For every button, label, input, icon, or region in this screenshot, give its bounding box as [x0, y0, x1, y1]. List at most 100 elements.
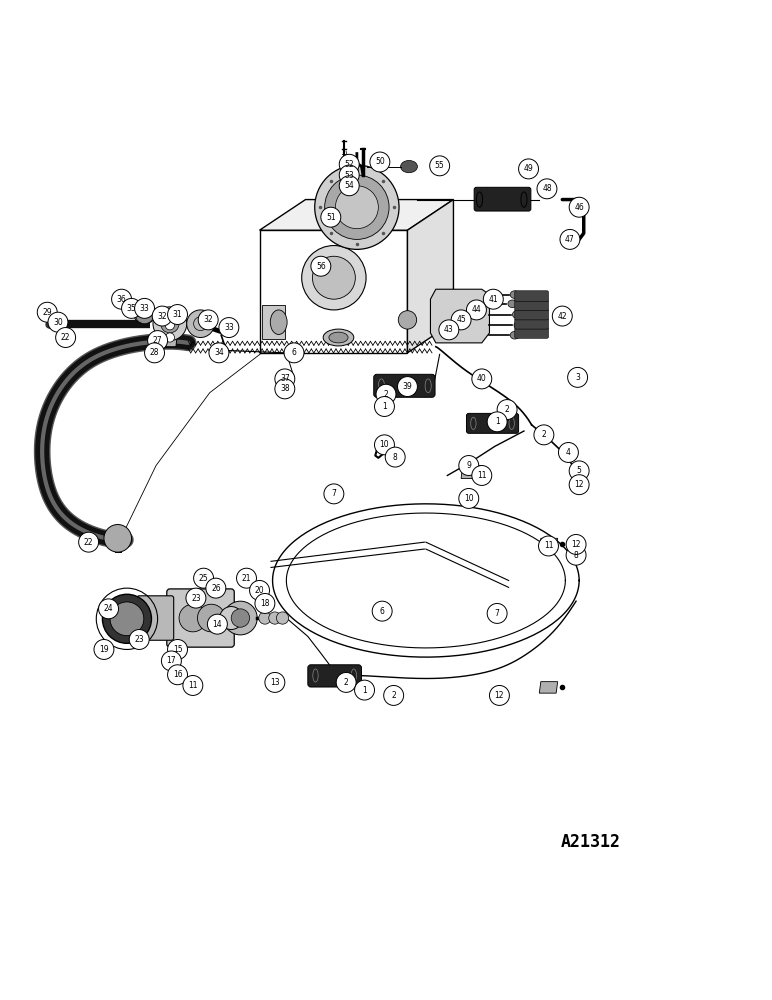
Circle shape — [552, 306, 572, 326]
Circle shape — [144, 343, 164, 363]
Text: 8: 8 — [574, 551, 578, 560]
Circle shape — [224, 601, 257, 635]
Circle shape — [168, 665, 188, 685]
Text: 8: 8 — [393, 453, 398, 462]
Circle shape — [284, 343, 304, 363]
Text: 10: 10 — [380, 440, 389, 449]
Circle shape — [265, 672, 285, 692]
Ellipse shape — [510, 331, 520, 339]
Text: 37: 37 — [280, 374, 290, 383]
Circle shape — [560, 229, 580, 249]
Circle shape — [275, 369, 295, 389]
Text: 31: 31 — [173, 310, 182, 319]
Ellipse shape — [134, 305, 155, 324]
Text: 35: 35 — [127, 304, 137, 313]
Circle shape — [483, 289, 503, 309]
Circle shape — [121, 298, 141, 318]
Circle shape — [134, 298, 154, 318]
Circle shape — [37, 302, 57, 322]
Text: 30: 30 — [53, 318, 63, 327]
Text: 45: 45 — [456, 315, 466, 324]
Circle shape — [208, 614, 227, 634]
Circle shape — [99, 599, 119, 619]
Text: 1: 1 — [495, 417, 499, 426]
Circle shape — [311, 256, 331, 276]
Ellipse shape — [514, 321, 523, 329]
Text: 28: 28 — [150, 348, 159, 357]
FancyBboxPatch shape — [515, 318, 548, 329]
Text: 23: 23 — [191, 594, 201, 603]
Text: 2: 2 — [541, 430, 547, 439]
Circle shape — [219, 318, 239, 338]
Ellipse shape — [270, 310, 287, 334]
Text: 21: 21 — [242, 574, 251, 583]
Text: 10: 10 — [464, 494, 473, 503]
Text: 12: 12 — [574, 480, 584, 489]
FancyBboxPatch shape — [308, 665, 361, 687]
Text: 11: 11 — [188, 681, 198, 690]
Ellipse shape — [401, 160, 418, 173]
Text: 40: 40 — [477, 374, 486, 383]
Text: 19: 19 — [99, 645, 109, 654]
Ellipse shape — [510, 291, 520, 298]
Text: 5: 5 — [577, 466, 581, 475]
Circle shape — [537, 179, 557, 199]
FancyBboxPatch shape — [515, 309, 548, 320]
Circle shape — [135, 305, 154, 324]
Circle shape — [430, 156, 449, 176]
Text: 17: 17 — [167, 656, 176, 665]
Text: 2: 2 — [505, 405, 510, 414]
Circle shape — [569, 475, 589, 495]
Text: 16: 16 — [173, 670, 182, 679]
Circle shape — [354, 680, 374, 700]
Circle shape — [534, 425, 554, 445]
Text: 55: 55 — [435, 161, 445, 170]
Text: 27: 27 — [153, 336, 162, 345]
Circle shape — [398, 377, 418, 397]
Circle shape — [147, 331, 168, 351]
Text: 50: 50 — [375, 157, 384, 166]
Text: 2: 2 — [384, 390, 388, 399]
Text: 20: 20 — [255, 586, 264, 595]
Text: 9: 9 — [466, 461, 471, 470]
Text: 43: 43 — [444, 325, 454, 334]
Ellipse shape — [323, 329, 354, 346]
Circle shape — [79, 532, 99, 552]
Text: 2: 2 — [391, 691, 396, 700]
Text: 13: 13 — [270, 678, 279, 687]
Circle shape — [487, 603, 507, 623]
Circle shape — [168, 305, 188, 324]
Circle shape — [489, 685, 510, 705]
Polygon shape — [540, 682, 557, 693]
FancyBboxPatch shape — [167, 589, 234, 647]
FancyBboxPatch shape — [466, 413, 519, 433]
Text: 32: 32 — [157, 312, 167, 321]
Text: 12: 12 — [495, 691, 504, 700]
Circle shape — [231, 609, 249, 627]
Circle shape — [567, 367, 587, 387]
Circle shape — [152, 306, 172, 326]
Circle shape — [439, 320, 459, 340]
Circle shape — [374, 435, 394, 455]
Circle shape — [183, 676, 203, 695]
Text: 52: 52 — [344, 160, 354, 169]
Circle shape — [398, 311, 417, 329]
Text: 42: 42 — [557, 312, 567, 321]
Text: 47: 47 — [565, 235, 575, 244]
Circle shape — [497, 400, 517, 420]
Circle shape — [194, 568, 214, 588]
Text: 2: 2 — [344, 678, 348, 687]
Text: 49: 49 — [523, 164, 533, 173]
Circle shape — [302, 246, 366, 310]
Text: 29: 29 — [42, 308, 52, 317]
Circle shape — [459, 456, 479, 475]
Text: 33: 33 — [140, 304, 150, 313]
Circle shape — [385, 447, 405, 467]
Text: 11: 11 — [543, 541, 554, 550]
Circle shape — [459, 489, 479, 508]
Circle shape — [466, 300, 486, 320]
Circle shape — [519, 159, 539, 179]
Text: 34: 34 — [214, 348, 224, 357]
Text: 15: 15 — [173, 645, 182, 654]
Circle shape — [376, 384, 396, 404]
